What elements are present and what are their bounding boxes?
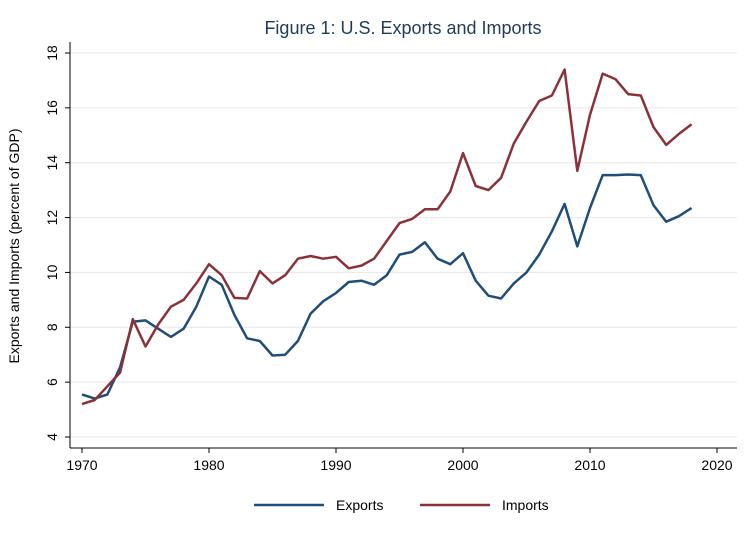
series-line-exports xyxy=(81,173,693,400)
y-tick-label: 16 xyxy=(44,100,60,116)
y-axis-ticks: 4 6 8 10 12 14 16 18 xyxy=(44,45,70,441)
y-tick-label: 4 xyxy=(44,433,60,441)
y-axis-label: Exports and Imports (percent of GDP) xyxy=(6,129,22,364)
y-tick-label: 8 xyxy=(44,323,60,331)
x-tick-label: 1990 xyxy=(320,457,351,473)
x-tick-label: 1970 xyxy=(66,457,97,473)
legend: Exports Imports xyxy=(254,497,549,513)
y-tick-label: 6 xyxy=(44,378,60,386)
x-tick-label: 2010 xyxy=(574,457,605,473)
axes xyxy=(69,42,737,449)
y-tick-label: 12 xyxy=(44,210,60,226)
legend-label-imports: Imports xyxy=(502,497,549,513)
chart-title: Figure 1: U.S. Exports and Imports xyxy=(264,18,541,38)
y-tick-label: 14 xyxy=(44,155,60,171)
x-tick-label: 1980 xyxy=(193,457,224,473)
legend-label-exports: Exports xyxy=(336,497,383,513)
x-tick-label: 2020 xyxy=(701,457,732,473)
series-line-imports xyxy=(81,68,693,406)
y-tick-label: 18 xyxy=(44,45,60,61)
x-axis-ticks: 1970 1980 1990 2000 2010 2020 xyxy=(66,448,733,473)
gridlines xyxy=(70,52,737,438)
series-lines xyxy=(81,68,693,406)
y-tick-label: 10 xyxy=(44,264,60,280)
x-tick-label: 2000 xyxy=(447,457,478,473)
